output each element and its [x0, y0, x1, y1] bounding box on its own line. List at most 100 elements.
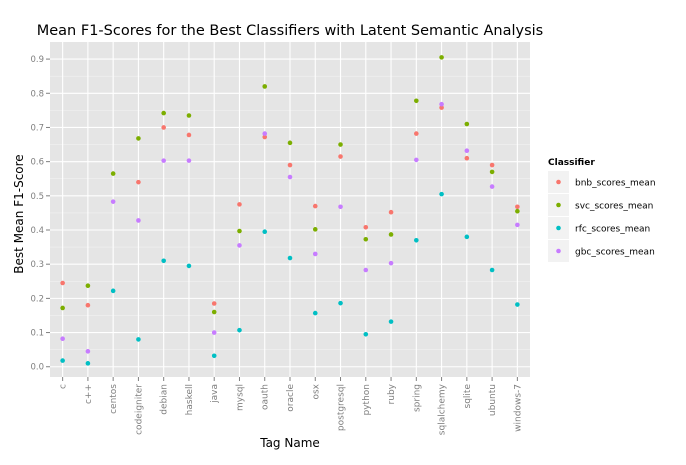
- data-point: [439, 55, 444, 60]
- x-tick-label: c: [59, 384, 69, 389]
- y-axis-title: Best Mean F1-Score: [12, 154, 26, 273]
- data-point: [136, 337, 141, 342]
- data-point: [363, 331, 369, 337]
- data-point: [85, 283, 91, 289]
- data-point: [110, 288, 116, 294]
- x-tick-label: ubuntu: [488, 384, 498, 416]
- data-point: [464, 234, 470, 240]
- data-point: [489, 267, 495, 273]
- data-point: [136, 179, 141, 185]
- y-tick-label: 0.3: [30, 260, 44, 270]
- x-tick-label: mysql: [235, 384, 245, 411]
- x-tick-label: sqlite: [463, 384, 473, 409]
- data-point: [287, 174, 293, 180]
- data-point: [110, 171, 116, 176]
- data-point: [464, 155, 470, 161]
- x-tick-label: java: [210, 384, 220, 404]
- x-tick-label: osx: [311, 383, 321, 399]
- data-point: [312, 310, 318, 316]
- data-point: [262, 131, 268, 136]
- plot-panel: [50, 42, 530, 377]
- data-point: [262, 134, 268, 140]
- y-tick-label: 0.0: [30, 363, 44, 373]
- data-point: [363, 236, 369, 242]
- chart-title: Mean F1-Scores for the Best Classifiers …: [37, 23, 544, 39]
- y-tick-label: 0.2: [30, 294, 44, 304]
- data-point: [186, 158, 192, 163]
- data-point: [312, 227, 318, 232]
- data-point: [363, 224, 369, 230]
- data-point: [338, 300, 343, 306]
- x-tick-label: spring: [412, 384, 422, 412]
- data-point: [338, 154, 343, 159]
- legend-item: bnb_scores_mean: [548, 171, 656, 193]
- x-tick-label: oauth: [261, 384, 271, 410]
- data-point: [414, 98, 419, 104]
- data-point: [388, 319, 394, 324]
- legend-item: rfc_scores_mean: [548, 217, 650, 239]
- data-point: [414, 237, 419, 243]
- data-point: [363, 267, 369, 273]
- data-point: [237, 202, 242, 207]
- data-point: [186, 132, 192, 138]
- legend-marker: [556, 225, 561, 231]
- legend-label: bnb_scores_mean: [575, 179, 656, 189]
- data-point: [211, 353, 217, 359]
- data-point: [85, 302, 91, 308]
- legend-item: gbc_scores_mean: [548, 240, 655, 262]
- y-tick-label: 0.5: [30, 192, 44, 202]
- x-tick-label: haskell: [185, 384, 195, 415]
- data-point: [237, 243, 242, 248]
- x-tick-label: python: [362, 384, 372, 415]
- legend-label: rfc_scores_mean: [575, 225, 650, 235]
- data-point: [262, 229, 268, 235]
- data-point: [237, 327, 242, 333]
- data-point: [110, 199, 116, 204]
- data-point: [414, 157, 419, 163]
- data-point: [464, 121, 470, 127]
- data-points: [60, 55, 520, 366]
- data-point: [338, 204, 343, 210]
- y-tick-label: 0.9: [30, 55, 44, 65]
- data-point: [489, 184, 495, 189]
- data-point: [489, 162, 495, 168]
- data-point: [186, 113, 192, 118]
- x-tick-label: ruby: [387, 383, 397, 404]
- y-tick-label: 0.4: [30, 226, 44, 236]
- data-point: [515, 204, 520, 210]
- data-point: [388, 209, 394, 215]
- data-point: [312, 203, 318, 209]
- series-rfc_scores_mean: [60, 191, 520, 366]
- data-point: [338, 142, 343, 147]
- data-point: [211, 301, 217, 306]
- data-point: [211, 330, 217, 335]
- legend-marker: [556, 202, 561, 208]
- data-point: [186, 263, 192, 269]
- x-tick-label: codeigniter: [134, 384, 144, 435]
- x-tick-label: oracle: [286, 384, 296, 412]
- legend-marker: [556, 248, 561, 254]
- data-point: [136, 136, 141, 141]
- data-point: [262, 84, 268, 89]
- series-svc_scores_mean: [60, 55, 520, 315]
- legend-label: gbc_scores_mean: [575, 248, 655, 258]
- data-point: [161, 158, 166, 163]
- x-axis-title: Tag Name: [259, 436, 320, 450]
- data-point: [85, 349, 91, 354]
- x-tick-label: centos: [109, 384, 119, 414]
- data-point: [287, 162, 293, 168]
- data-point: [515, 222, 520, 228]
- series-gbc_scores_mean: [60, 101, 520, 354]
- data-point: [161, 258, 166, 264]
- data-point: [515, 302, 520, 307]
- data-point: [414, 131, 419, 136]
- data-point: [489, 169, 495, 175]
- x-tick-label: windows-7: [513, 384, 523, 432]
- y-tick-label: 0.7: [30, 123, 44, 133]
- data-point: [237, 228, 242, 234]
- data-point: [287, 140, 293, 146]
- legend-item: svc_scores_mean: [548, 194, 653, 216]
- data-point: [312, 251, 318, 257]
